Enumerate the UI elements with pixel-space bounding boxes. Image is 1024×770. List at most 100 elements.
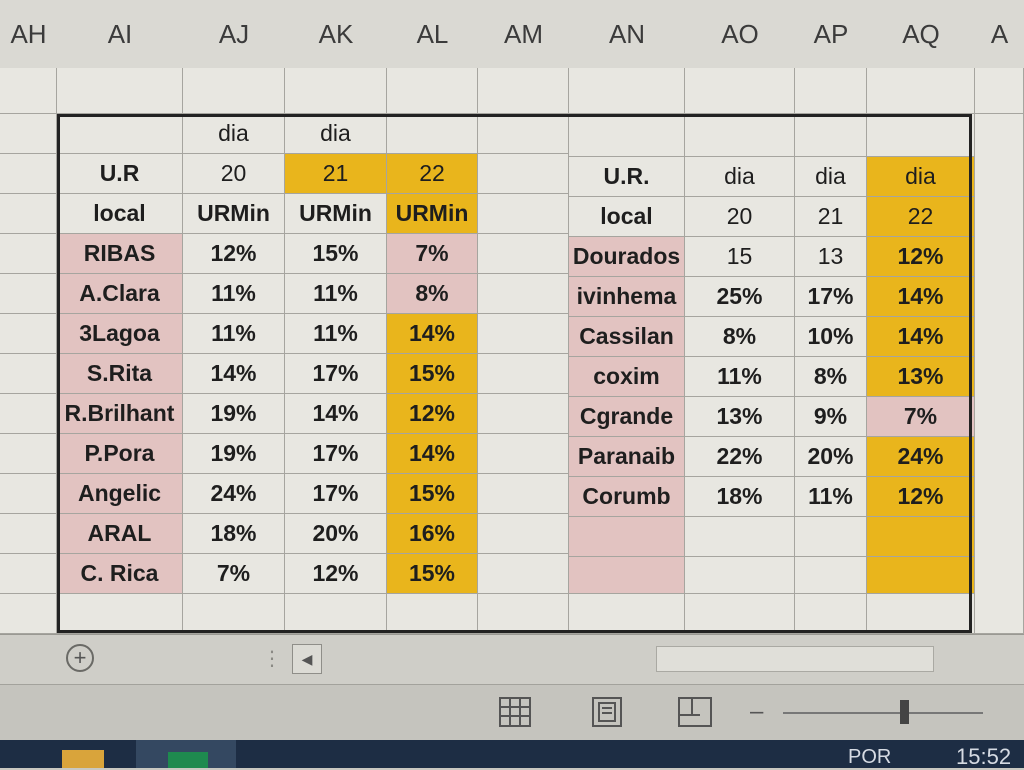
left-header-cell[interactable]: URMin xyxy=(285,194,387,234)
right-value-cell[interactable]: 14% xyxy=(867,317,975,357)
cell[interactable] xyxy=(685,594,795,634)
column-header-ao[interactable]: AO xyxy=(685,0,796,69)
cell[interactable] xyxy=(0,68,57,114)
column-header-am[interactable]: AM xyxy=(478,0,570,69)
cell[interactable] xyxy=(478,594,569,634)
clock[interactable]: 15:52 xyxy=(956,744,1012,769)
cell[interactable] xyxy=(867,594,975,634)
right-header-cell[interactable]: dia xyxy=(867,157,975,197)
left-local-cell[interactable]: S.Rita xyxy=(57,354,183,394)
cell[interactable] xyxy=(183,594,285,634)
cell[interactable] xyxy=(478,514,569,554)
left-value-cell[interactable]: 14% xyxy=(387,434,478,474)
left-local-cell[interactable]: 3Lagoa xyxy=(57,314,183,354)
right-value-cell[interactable]: 24% xyxy=(867,437,975,477)
right-local-cell[interactable]: ivinhema xyxy=(569,277,685,317)
left-header-cell[interactable]: U.R xyxy=(57,154,183,194)
cell[interactable] xyxy=(57,68,183,114)
cell[interactable] xyxy=(0,594,57,634)
left-value-cell[interactable]: 15% xyxy=(285,234,387,274)
column-header-aj[interactable]: AJ xyxy=(183,0,286,69)
left-value-cell[interactable]: 12% xyxy=(387,394,478,434)
normal-view-icon[interactable] xyxy=(497,694,533,730)
left-value-cell[interactable]: 17% xyxy=(285,354,387,394)
add-sheet-icon[interactable]: + xyxy=(66,644,94,672)
cell[interactable] xyxy=(387,68,478,114)
left-value-cell[interactable]: 12% xyxy=(183,234,285,274)
cell[interactable] xyxy=(975,114,1024,634)
right-local-cell[interactable]: Dourados xyxy=(569,237,685,277)
cell[interactable] xyxy=(478,314,569,354)
tab-splitter-icon[interactable]: ⋮ xyxy=(262,648,282,670)
cell[interactable] xyxy=(0,314,57,354)
left-value-cell[interactable]: 19% xyxy=(183,434,285,474)
right-local-cell[interactable]: Paranaib xyxy=(569,437,685,477)
right-value-cell[interactable] xyxy=(867,557,975,594)
right-value-cell[interactable] xyxy=(795,517,867,557)
left-value-cell[interactable]: 8% xyxy=(387,274,478,314)
left-value-cell[interactable]: 7% xyxy=(387,234,478,274)
cell[interactable] xyxy=(478,474,569,514)
cell[interactable] xyxy=(478,68,569,114)
right-header-cell[interactable]: local xyxy=(569,197,685,237)
right-value-cell[interactable]: 14% xyxy=(867,277,975,317)
cell[interactable] xyxy=(0,394,57,434)
left-local-cell[interactable]: Angelic xyxy=(57,474,183,514)
left-value-cell[interactable]: 15% xyxy=(387,474,478,514)
column-header-al[interactable]: AL xyxy=(387,0,479,69)
right-value-cell[interactable]: 15 xyxy=(685,237,795,277)
left-value-cell[interactable]: 14% xyxy=(285,394,387,434)
cell[interactable] xyxy=(478,154,569,194)
left-value-cell[interactable]: 18% xyxy=(183,514,285,554)
cell[interactable] xyxy=(975,68,1024,114)
right-value-cell[interactable]: 17% xyxy=(795,277,867,317)
cell[interactable] xyxy=(478,394,569,434)
left-value-cell[interactable]: 14% xyxy=(387,314,478,354)
right-value-cell[interactable]: 13% xyxy=(685,397,795,437)
cell[interactable] xyxy=(867,114,975,157)
left-value-cell[interactable]: 16% xyxy=(387,514,478,554)
column-header-next[interactable]: A xyxy=(975,0,1024,69)
left-value-cell[interactable]: 12% xyxy=(285,554,387,594)
left-value-cell[interactable]: 17% xyxy=(285,434,387,474)
column-header-ai[interactable]: AI xyxy=(57,0,184,69)
right-value-cell[interactable]: 18% xyxy=(685,477,795,517)
left-header-cell[interactable] xyxy=(387,114,478,154)
cell[interactable] xyxy=(0,234,57,274)
left-value-cell[interactable]: 24% xyxy=(183,474,285,514)
left-value-cell[interactable]: 17% xyxy=(285,474,387,514)
cell[interactable] xyxy=(685,68,795,114)
cell[interactable] xyxy=(685,114,795,157)
right-value-cell[interactable]: 8% xyxy=(685,317,795,357)
right-value-cell[interactable] xyxy=(685,557,795,594)
right-local-cell[interactable] xyxy=(569,557,685,594)
right-local-cell[interactable]: Corumb xyxy=(569,477,685,517)
cell[interactable] xyxy=(795,68,867,114)
left-header-cell[interactable]: dia xyxy=(285,114,387,154)
zoom-slider-thumb[interactable] xyxy=(900,700,909,724)
left-value-cell[interactable]: 15% xyxy=(387,354,478,394)
cell[interactable] xyxy=(569,594,685,634)
cell[interactable] xyxy=(569,68,685,114)
left-value-cell[interactable]: 11% xyxy=(183,314,285,354)
left-value-cell[interactable]: 15% xyxy=(387,554,478,594)
cell[interactable] xyxy=(478,234,569,274)
cell[interactable] xyxy=(0,474,57,514)
cell[interactable] xyxy=(0,154,57,194)
right-value-cell[interactable] xyxy=(685,517,795,557)
cell[interactable] xyxy=(0,514,57,554)
right-value-cell[interactable] xyxy=(795,557,867,594)
left-local-cell[interactable]: ARAL xyxy=(57,514,183,554)
cell[interactable] xyxy=(569,114,685,157)
right-value-cell[interactable]: 11% xyxy=(795,477,867,517)
left-header-cell[interactable]: dia xyxy=(183,114,285,154)
right-header-cell[interactable]: U.R. xyxy=(569,157,685,197)
left-local-cell[interactable]: R.Brilhant xyxy=(57,394,183,434)
cell[interactable] xyxy=(795,114,867,157)
right-header-cell[interactable]: 20 xyxy=(685,197,795,237)
cell[interactable] xyxy=(0,114,57,154)
cell[interactable] xyxy=(0,554,57,594)
left-value-cell[interactable]: 11% xyxy=(285,314,387,354)
page-break-view-icon[interactable] xyxy=(677,694,713,730)
column-header-ak[interactable]: AK xyxy=(285,0,388,69)
